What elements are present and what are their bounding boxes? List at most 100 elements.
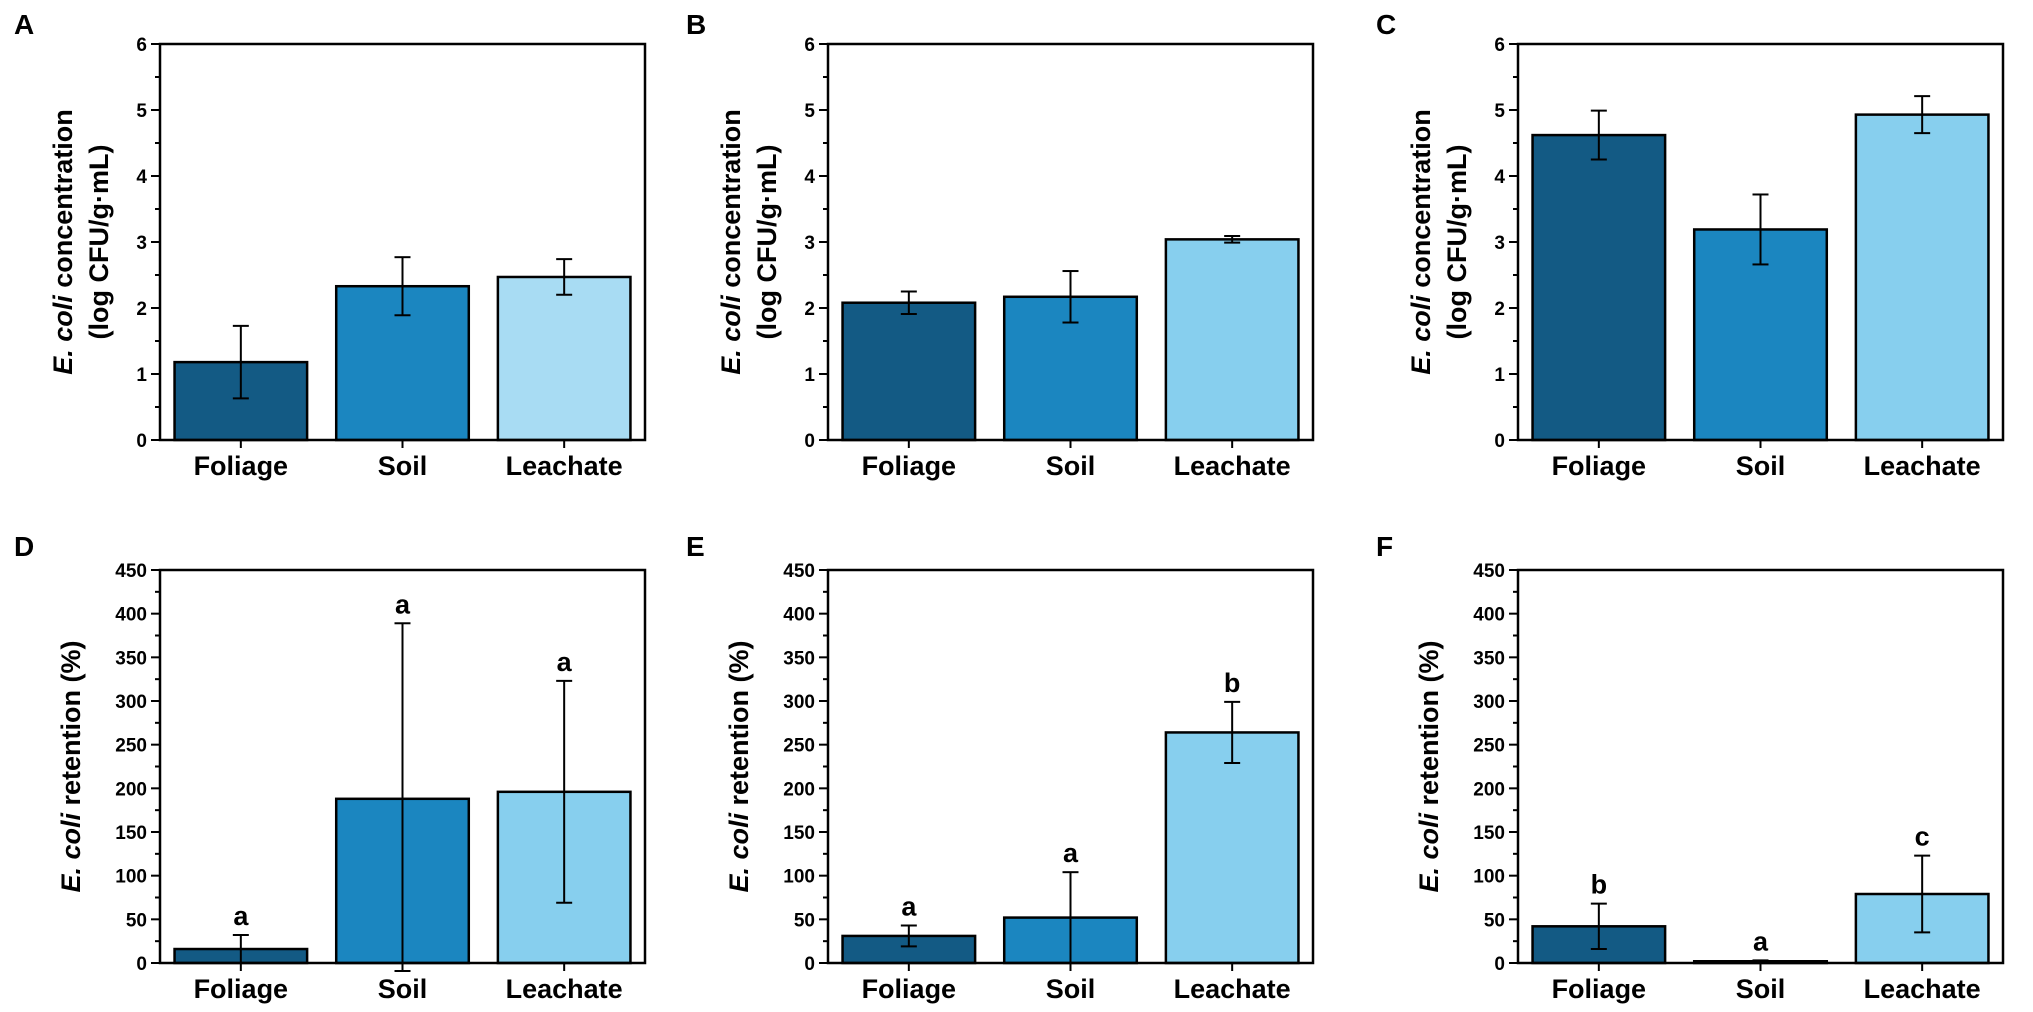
y-tick-label: 250: [115, 736, 147, 757]
y-tick-label: 150: [115, 823, 147, 844]
y-axis-title-units: (log CFU/g·mL): [84, 145, 114, 340]
y-axis-title: E. coli concentration: [716, 109, 746, 375]
y-tick-label: 2: [804, 299, 815, 320]
y-tick-label: 1: [136, 365, 147, 386]
y-tick-label: 50: [1484, 910, 1505, 931]
error-bar-foliage: [1590, 109, 1607, 161]
y-tick-label: 0: [1494, 431, 1505, 452]
error-bar-soil: [1062, 270, 1079, 324]
y-tick-label: 2: [1494, 299, 1505, 320]
error-bar-foliage: [1590, 902, 1607, 951]
y-tick-label: 0: [1494, 954, 1505, 975]
error-bar-soil: [1752, 193, 1769, 266]
chart-panel-c: C 0 1 2 3 4 5 6 Foliage Soil Leachate E. coli conce…: [1376, 9, 2005, 481]
y-tick-label: 350: [115, 648, 147, 669]
error-bar-leachate: [556, 258, 573, 296]
panel-letter: E: [686, 531, 705, 562]
y-axis-title-species: E. coli: [48, 295, 78, 375]
error-bar-leachate: [1914, 854, 1931, 934]
y-tick-label: 3: [1494, 233, 1505, 254]
y-axis-title-rest: concentration: [1406, 109, 1436, 295]
y-axis-title-species: E. coli: [724, 812, 754, 892]
y-tick-label: 4: [804, 167, 815, 188]
x-category-label: Soil: [1736, 451, 1786, 481]
chart-panel-a: A 0 1 2 3 4 5 6 Foliage Soil Leachate E. coli conce…: [14, 9, 647, 481]
bar-foliage: [1531, 133, 1667, 442]
significance-label: b: [1591, 870, 1608, 900]
panel-letter: F: [1376, 531, 1393, 562]
y-axis-title: E. coli retention (%): [724, 640, 754, 892]
error-bar-leachate: [1224, 700, 1241, 765]
y-tick-label: 400: [115, 605, 147, 626]
x-category-label: Soil: [1046, 451, 1096, 481]
y-tick-label: 450: [783, 561, 815, 582]
y-tick-label: 450: [1473, 561, 1505, 582]
bar-foliage: [841, 934, 977, 965]
y-tick-label: 350: [1473, 648, 1505, 669]
y-tick-label: 150: [783, 823, 815, 844]
chart-panel-f: Fb a c 0 50 100 150 200 250 300 350 400 450 Foliage So…: [1376, 531, 2005, 1004]
y-tick-label: 0: [804, 954, 815, 975]
y-tick-label: 6: [804, 35, 815, 56]
panel-letter: C: [1376, 9, 1396, 40]
bar-leachate: [496, 275, 632, 442]
y-tick-label: 4: [1494, 167, 1505, 188]
y-axis-title-species: E. coli: [1406, 295, 1436, 375]
bar-foliage: [841, 301, 977, 442]
y-tick-label: 300: [1473, 692, 1505, 713]
y-axis-title-rest: retention (%): [1414, 640, 1444, 813]
y-tick-label: 400: [1473, 605, 1505, 626]
y-tick-label: 300: [115, 692, 147, 713]
y-tick-label: 4: [136, 167, 147, 188]
chart-panel-b: B 0 1 2 3 4 5 6 Foliage Soil Leachate E. coli conce…: [686, 9, 1315, 481]
significance-label: a: [901, 891, 917, 921]
panel-letter: D: [14, 531, 34, 562]
y-tick-label: 2: [136, 299, 147, 320]
y-tick-label: 100: [1473, 867, 1505, 888]
y-tick-label: 200: [783, 779, 815, 800]
y-tick-label: 50: [126, 910, 147, 931]
significance-label: a: [1063, 838, 1079, 868]
y-axis-title-species: E. coli: [716, 295, 746, 375]
chart-panel-e: Ea a b 0 50 100 150 200 250 300 350 400 450 Foliage So…: [686, 531, 1315, 1004]
y-tick-label: 350: [783, 648, 815, 669]
y-axis-title-units: (log CFU/g·mL): [752, 145, 782, 340]
error-bar-leachate: [556, 679, 573, 904]
bar-leachate: [1164, 731, 1300, 965]
error-bar-leachate: [1224, 235, 1241, 244]
panel-letter: B: [686, 9, 706, 40]
y-tick-label: 0: [136, 431, 147, 452]
significance-label: b: [1224, 668, 1241, 698]
y-axis-title-species: E. coli: [56, 812, 86, 892]
error-bar-leachate: [1914, 95, 1931, 135]
y-tick-label: 5: [136, 101, 147, 122]
chart-panel-d: Da a a 0 50 100 150 200 250 300 350 400 450 Foliage So…: [14, 531, 647, 1004]
significance-label: a: [395, 589, 411, 619]
error-bar-soil: [394, 256, 411, 317]
significance-label: a: [1753, 926, 1769, 956]
y-axis-title-rest: retention (%): [56, 640, 86, 813]
significance-label: c: [1915, 822, 1930, 852]
y-tick-label: 6: [136, 35, 147, 56]
y-tick-label: 5: [804, 101, 815, 122]
y-axis-title: E. coli concentration: [1406, 109, 1436, 375]
x-category-label: Soil: [1046, 974, 1096, 1004]
x-category-label: Leachate: [506, 974, 623, 1004]
y-tick-label: 450: [115, 561, 147, 582]
y-axis-title-units: (log CFU/g·mL): [1442, 145, 1472, 340]
x-category-label: Soil: [378, 451, 428, 481]
y-tick-label: 400: [783, 605, 815, 626]
y-tick-label: 3: [804, 233, 815, 254]
x-category-label: Leachate: [1174, 974, 1291, 1004]
y-axis-title-species: E. coli: [1414, 812, 1444, 892]
x-category-label: Foliage: [194, 451, 289, 481]
y-tick-label: 3: [136, 233, 147, 254]
y-tick-label: 200: [1473, 779, 1505, 800]
x-category-label: Leachate: [506, 451, 623, 481]
y-tick-label: 300: [783, 692, 815, 713]
y-tick-label: 5: [1494, 101, 1505, 122]
y-axis-title-rest: concentration: [716, 109, 746, 295]
y-axis-title-rest: concentration: [48, 109, 78, 295]
y-tick-label: 0: [136, 954, 147, 975]
